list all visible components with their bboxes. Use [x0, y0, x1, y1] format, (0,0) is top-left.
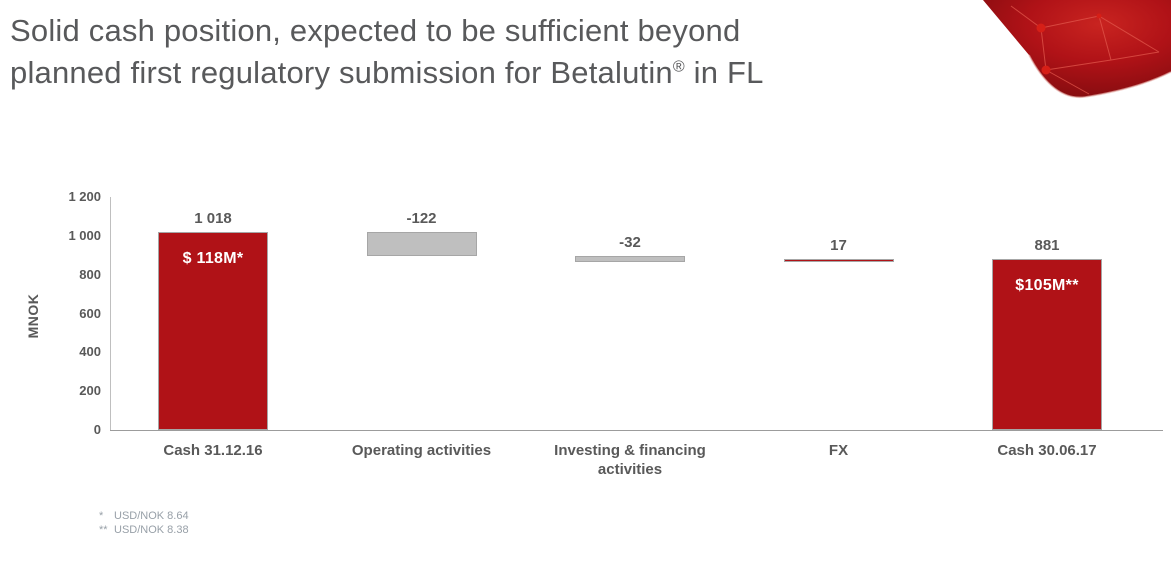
- y-axis-line: [110, 197, 111, 430]
- molecule-nodes: [1036, 13, 1102, 75]
- category-label-cash-30-06-17: Cash 30.06.17: [997, 442, 1097, 459]
- y-tick-label-600: 600: [79, 305, 101, 321]
- y-tick-label-200: 200: [79, 383, 101, 399]
- bar-value-label-fx: 17: [830, 236, 847, 254]
- category-label-investing-financing-activities: Investing & financing activities: [554, 442, 706, 478]
- footnote-2: ** USD/NOK 8.38: [99, 523, 189, 537]
- y-axis-title: MNOK: [25, 293, 41, 339]
- x-axis-line: [110, 430, 1163, 431]
- bar-value-label-cash-31-12-16: 1 018: [194, 210, 232, 228]
- title-line-1: Solid cash position, expected to be suff…: [10, 13, 741, 48]
- y-tick-label-1-000: 1 000: [68, 227, 101, 243]
- red-capsule-molecule-graphic: [983, 0, 1171, 99]
- cash-waterfall-chart: MNOK 0 200 400 600 800 1 000 1 200 1 018 $ 118M…: [0, 150, 1171, 490]
- y-tick-label-1-200: 1 200: [68, 189, 101, 204]
- footnote-1-marker: *: [99, 510, 104, 522]
- bar-value-label-operating-activities: -122: [406, 210, 437, 228]
- bar-inner-label-cash-31-12-16: $ 118M*: [182, 250, 244, 268]
- slide-title: Solid cash position, expected to be suff…: [10, 10, 950, 94]
- y-tick-label-400: 400: [79, 344, 101, 360]
- footnotes: * USD/NOK 8.64 ** USD/NOK 8.38: [99, 509, 189, 537]
- footnote-1-text: USD/NOK 8.64: [114, 510, 189, 522]
- bar-cash-30-06-17: [992, 258, 1102, 430]
- capsule-rim-highlight: [1028, 54, 1171, 99]
- bar-investing-financing-activities: [575, 256, 685, 263]
- footnote-1: * USD/NOK 8.64: [99, 509, 189, 523]
- footnote-2-text: USD/NOK 8.38: [114, 524, 189, 536]
- category-label-fx: FX: [828, 442, 849, 459]
- registered-trademark-symbol: ®: [672, 58, 685, 76]
- capsule-body: [983, 0, 1171, 98]
- title-line-2-suffix: in FL: [684, 55, 764, 90]
- category-label-cash-31-12-16: Cash 31.12.16: [163, 442, 263, 459]
- footnote-2-marker: **: [99, 524, 108, 536]
- bar-inner-label-cash-30-06-17: $105M**: [1015, 276, 1079, 294]
- category-label-operating-activities: Operating activities: [351, 442, 492, 459]
- bar-cash-31-12-16: [158, 232, 268, 430]
- bar-fx: [783, 258, 894, 263]
- bar-operating-activities: [366, 232, 477, 257]
- title-line-2: planned first regulatory submission for …: [10, 55, 673, 90]
- y-tick-label-800: 800: [79, 266, 101, 282]
- y-tick-label-0: 0: [93, 422, 101, 437]
- bar-value-label-cash-30-06-17: 881: [1034, 236, 1060, 254]
- bar-value-label-investing-financing-activities: -32: [619, 234, 641, 252]
